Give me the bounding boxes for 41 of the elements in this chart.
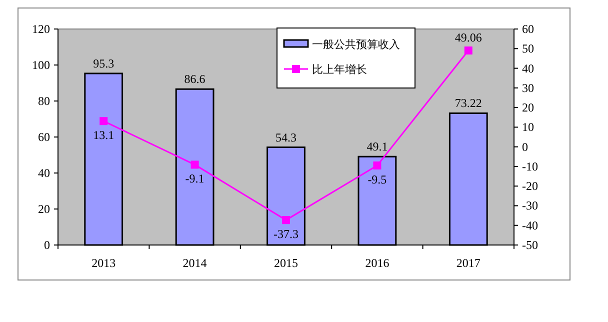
y-tick-label: 60: [38, 130, 50, 144]
y-tick-label: 120: [32, 22, 50, 36]
data-label: 13.1: [93, 128, 114, 142]
y-tick-label: 20: [38, 202, 50, 216]
x-tick-label: 2016: [365, 256, 390, 270]
legend-label: 一般公共预算收入: [312, 38, 400, 51]
y2-tick-label: 50: [522, 42, 534, 56]
y2-tick-label: 20: [522, 100, 534, 115]
y2-tick-label: 60: [522, 22, 534, 36]
point: [190, 160, 199, 169]
data-label: 95.3: [93, 56, 114, 70]
point: [464, 46, 472, 54]
data-label: -37.3: [274, 227, 298, 242]
y-tick-label: 100: [32, 58, 50, 72]
data-label: -9.5: [368, 172, 387, 186]
y2-tick-label: 30: [522, 80, 534, 95]
x-tick-label: 2017: [456, 256, 480, 270]
x-tick-label: 2014: [182, 256, 207, 270]
y-tick-label: 40: [38, 166, 50, 180]
x-tick-label: 2015: [274, 256, 298, 270]
y2-tick-label: -50: [522, 238, 538, 252]
y2-tick-label: -40: [522, 218, 538, 232]
x-tick-label: 2013: [92, 256, 116, 270]
point: [282, 216, 290, 224]
y2-tick-label: 40: [522, 61, 534, 76]
data-label: 73.22: [454, 96, 482, 110]
data-label: 49.06: [454, 30, 482, 44]
data-label: 86.6: [184, 72, 206, 86]
y2-tick-label: -20: [522, 179, 538, 194]
y2-tick-label: -30: [522, 198, 538, 213]
data-label: 49.1: [366, 140, 388, 154]
data-label: 54.3: [276, 130, 296, 144]
legend-label: 比上年增长: [312, 63, 367, 76]
y-tick-label: 0: [44, 238, 50, 252]
point: [100, 117, 108, 126]
y2-tick-label: -10: [522, 159, 538, 174]
y-tick-label: 80: [38, 94, 50, 108]
y2-tick-label: 0: [522, 140, 528, 154]
point: [373, 161, 382, 170]
data-label: -9.1: [185, 172, 204, 186]
y2-tick-label: 10: [522, 120, 534, 134]
